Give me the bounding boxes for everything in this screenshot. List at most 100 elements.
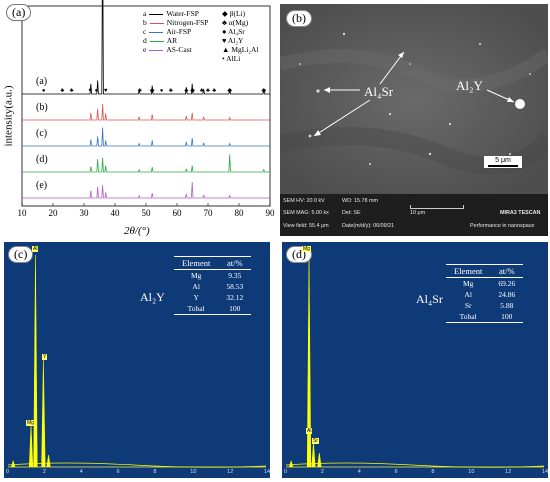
sem-particle <box>428 152 432 156</box>
eds-c-peak-y: Y <box>42 354 48 360</box>
phase-legend-item: ● Al₄Sr <box>222 27 245 36</box>
sem-view-field: View field: 55.4 μm <box>283 223 329 229</box>
eds-d-peak-mg: Mg <box>302 246 311 252</box>
legend-item: d AR <box>143 36 177 45</box>
eds-c-peak-mg: Mg <box>26 420 35 426</box>
sem-date: Date(m/d/y): 06/09/21 <box>342 223 395 229</box>
eds-x-tick: 0 <box>284 469 288 475</box>
eds-d-head-element: Element <box>446 264 491 278</box>
eds-peaks <box>286 254 544 468</box>
eds-x-tick: 4 <box>357 469 361 475</box>
al2y-annotation: Al₂Y <box>456 78 483 93</box>
x-tick-label: 90 <box>266 208 276 218</box>
al4sr-annotation: Al₄Sr <box>364 84 394 99</box>
table-cell: 24.86 <box>498 290 516 299</box>
table-row: Mg 9.35 <box>174 270 251 282</box>
phase-marker: ♣ <box>138 88 142 94</box>
legend-key: e <box>143 45 147 54</box>
xrd-series-line <box>22 0 270 95</box>
legend-item: e AS-Cast <box>143 45 192 54</box>
eds-x-tick: 0 <box>6 469 10 475</box>
arrow-al4sr-up <box>379 51 405 85</box>
phase-legend-item: ◆ β(Li) <box>222 9 245 18</box>
eds-x-tick: 12 <box>505 469 512 475</box>
eds-c-table: Element at/% Mg 9.35 Al 58.53 Y 32.12 Tobal… <box>174 256 252 315</box>
legend-label: Water-FSP <box>166 9 199 18</box>
x-tick-label: 40 <box>111 208 121 218</box>
table-cell: Al <box>464 290 472 299</box>
table-row: Al 24.86 <box>446 289 523 300</box>
eds-panel-d: (d) Al₄Sr Element at/% Mg 69.26 Al 24.86 S… <box>282 242 548 478</box>
phase-marker: ◆ <box>190 88 195 94</box>
sem-mag: SEM MAG: 5.00 kx <box>283 210 329 216</box>
table-cell: Sr <box>464 301 472 310</box>
eds-d-head-at: at/% <box>490 264 524 278</box>
eds-d-table: Element at/% Mg 69.26 Al 24.86 Sr 5.88 Toba… <box>446 264 524 323</box>
eds-x-tick: 8 <box>153 469 157 475</box>
sem-image-panel: (b) Al₄Sr Al₂Y 5 μm SEM HV: 20.0 kV WD: … <box>280 4 548 236</box>
phase-marker: ♥ <box>88 88 92 94</box>
eds-x-tick: 6 <box>116 469 120 475</box>
eds-x-tick: 8 <box>431 469 435 475</box>
phase-legend-label: Al₄Sr <box>228 27 245 36</box>
phase-marker: ♣ <box>212 88 216 94</box>
legend-label: AS-Cast <box>166 45 192 54</box>
legend-swatch <box>149 22 164 24</box>
legend-swatch <box>149 40 164 42</box>
legend-swatch <box>149 49 164 51</box>
table-cell: 32.12 <box>226 293 244 302</box>
eds-x-tick: 12 <box>227 469 234 475</box>
xrd-panel: ● ♣ ♣ ♥ ● ♥ ♣ ◆ ● ♣ ♣ ◆ ♣ ♣ ♣ ◆ ◆ 10 20 30 40 50 60 70 80 90 (a)… <box>0 0 278 240</box>
eds-background <box>7 462 267 468</box>
eds-x-tick: 10 <box>468 469 475 475</box>
table-cell: Tobal <box>174 303 219 315</box>
table-cell: 100 <box>490 311 524 323</box>
phase-legend-label: α(Mg) <box>228 18 249 27</box>
phase-marker: ♣ <box>169 88 173 94</box>
sem-info-bar: SEM HV: 20.0 kV WD: 15.78 mm SEM MAG: 5.… <box>280 194 548 236</box>
eds-c-phase: Al₂Y <box>140 290 165 304</box>
xrd-ylabel: intensity(a.u.) <box>2 85 15 147</box>
phase-legend-label: β(Li) <box>229 9 246 18</box>
eds-c-peak-al: Al <box>32 246 39 252</box>
phase-symbol: ▲ <box>222 45 230 54</box>
phase-marker: ● <box>95 88 99 94</box>
xrd-series-line <box>22 154 270 173</box>
xrd-series-line <box>22 127 270 147</box>
scale-bar: 5 μm <box>484 156 522 168</box>
eds-x-tick: 6 <box>394 469 398 475</box>
sem-particle <box>369 163 371 165</box>
sem-det: Det: SE <box>342 210 361 216</box>
sem-wd: WD: 15.78 mm <box>342 198 378 204</box>
x-tick-label: 20 <box>49 208 59 218</box>
x-tick-label: 60 <box>173 208 183 218</box>
legend-label: Air-FSP <box>166 27 192 36</box>
phase-marker: ◆ <box>261 88 266 94</box>
eds-x-tick: 2 <box>320 469 324 475</box>
legend-swatch <box>149 13 164 15</box>
phase-marker: ♣ <box>206 88 210 94</box>
table-cell: Y <box>193 293 199 302</box>
phase-marker: ♥ <box>104 88 108 94</box>
x-tick-label: 70 <box>204 208 214 218</box>
phase-symbol: ♣ <box>222 18 227 27</box>
phase-legend-label: AlLi <box>226 54 241 63</box>
phase-legend-label: MgLi₂Al <box>231 45 259 54</box>
curve-letter: (b) <box>36 102 48 113</box>
sem-performance: Performance in nanospace <box>470 223 535 229</box>
x-tick-label: 80 <box>235 208 245 218</box>
eds-d-peak-al: Al <box>306 428 313 434</box>
eds-d-spectrum <box>285 254 545 468</box>
phase-symbol: ◆ <box>222 9 228 18</box>
phase-marker: ♣ <box>184 88 188 94</box>
phase-symbol: • <box>222 54 225 63</box>
xrd-xlabel: 2θ/(°) <box>124 225 150 237</box>
phase-marker: ● <box>42 88 46 94</box>
panel-a-label: (a) <box>6 4 32 21</box>
table-cell: 58.53 <box>226 282 244 291</box>
eds-x-tick: 14 <box>264 469 270 475</box>
sem-scale: 10 μm <box>410 210 426 216</box>
x-tick-label: 10 <box>18 208 28 218</box>
eds-peaks <box>8 254 266 468</box>
panel-b-label: (b) <box>286 10 312 27</box>
